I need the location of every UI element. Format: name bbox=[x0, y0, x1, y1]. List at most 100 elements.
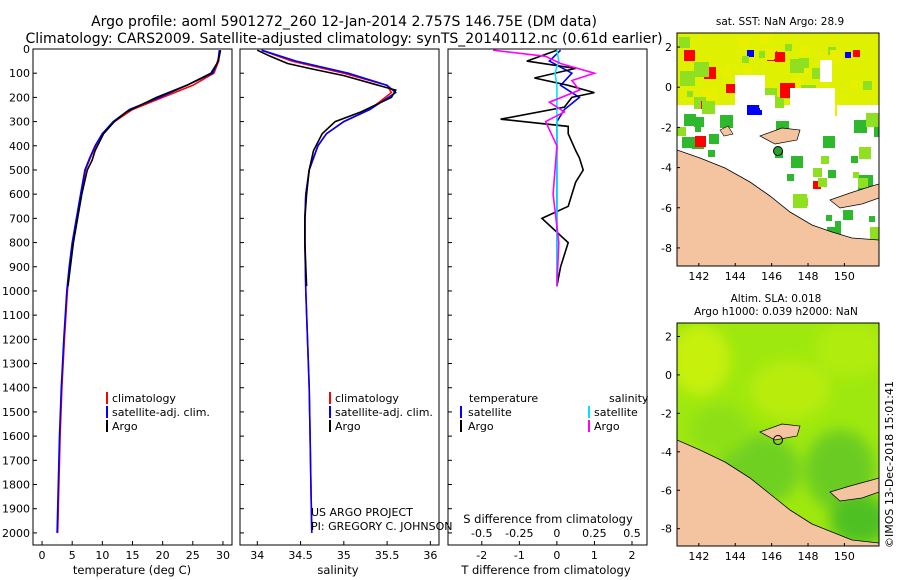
sst-pixel bbox=[708, 150, 715, 157]
sla-lat-label: -6 bbox=[661, 484, 672, 497]
sst-pixel bbox=[687, 91, 693, 97]
x-tick-label: 10 bbox=[95, 549, 109, 562]
sst-pixel bbox=[747, 50, 754, 57]
sst-pixel bbox=[787, 174, 794, 181]
legend-s-argo: Argo bbox=[594, 420, 620, 433]
sst-pixel bbox=[835, 221, 841, 227]
temperature-legend: climatology satellite-adj. clim. Argo bbox=[106, 392, 210, 433]
figure-title-line2: Climatology: CARS2009. Satellite-adjuste… bbox=[25, 31, 662, 47]
sst-pixel bbox=[821, 156, 829, 164]
sst-missing bbox=[820, 60, 832, 82]
sst-lon-label: 148 bbox=[798, 270, 819, 283]
depth-tick-label: 1900 bbox=[2, 503, 30, 516]
sst-pixel bbox=[695, 126, 701, 132]
sst-lon-label: 150 bbox=[834, 270, 855, 283]
legend-argo: Argo bbox=[335, 420, 361, 433]
sst-pixel bbox=[791, 156, 803, 168]
legend-t-satellite: satellite bbox=[468, 406, 512, 419]
x-tick-label: 0 bbox=[553, 549, 560, 562]
sla-lat-label: 2 bbox=[665, 330, 672, 343]
depth-tick-label: 2000 bbox=[2, 527, 30, 540]
sla-lon-label: 142 bbox=[688, 550, 709, 563]
legend-satellite: satellite-adj. clim. bbox=[112, 406, 210, 419]
x-tick-label: 2 bbox=[628, 549, 635, 562]
island bbox=[759, 423, 801, 441]
series-line-argo bbox=[256, 49, 397, 287]
sst-pixel bbox=[759, 34, 769, 44]
sst-pixel bbox=[854, 120, 867, 133]
sst-pixel bbox=[869, 216, 875, 222]
sst-pixel bbox=[813, 168, 822, 177]
depth-tick-label: 1300 bbox=[2, 358, 30, 371]
sst-pixel bbox=[853, 50, 860, 57]
sst-pixel bbox=[684, 114, 696, 126]
sla-lat-label: -2 bbox=[661, 407, 672, 420]
legend-s-satellite: satellite bbox=[594, 406, 638, 419]
sst-pixel bbox=[863, 81, 872, 90]
sst-pixel bbox=[680, 71, 695, 86]
sst-lat-label: 0 bbox=[665, 81, 672, 94]
salinity-axis-label: salinity bbox=[317, 563, 358, 577]
sst-pixel bbox=[823, 136, 835, 148]
sla-lon-label: 148 bbox=[798, 550, 819, 563]
sst-pixel bbox=[800, 46, 809, 55]
sst-pixel bbox=[694, 62, 709, 77]
sst-pixel bbox=[684, 50, 695, 61]
x-tick-label: -2 bbox=[476, 549, 487, 562]
t-diff-axis-label: T difference from climatology bbox=[460, 563, 631, 577]
sst-pixel bbox=[722, 69, 730, 77]
legend-satellite: satellite-adj. clim. bbox=[335, 406, 433, 419]
sst-pixel bbox=[858, 178, 868, 188]
depth-tick-label: 1400 bbox=[2, 382, 30, 395]
difference-legend: temperature salinity satellite Argo sate… bbox=[460, 392, 649, 433]
sst-pixel bbox=[759, 51, 766, 58]
land-mass bbox=[677, 439, 879, 546]
depth-tick-label: 0 bbox=[23, 43, 30, 56]
profile-curves bbox=[56, 49, 598, 533]
s-diff-tick-label: 0 bbox=[553, 527, 560, 540]
sla-lon-label: 144 bbox=[725, 550, 746, 563]
depth-tick-label: 300 bbox=[9, 116, 30, 129]
sst-pixel bbox=[828, 170, 836, 178]
sst-pixel bbox=[870, 227, 879, 240]
x-tick-label: 30 bbox=[216, 549, 230, 562]
sst-pixel bbox=[812, 68, 823, 79]
land-mass bbox=[677, 149, 879, 266]
x-tick-label: 36 bbox=[423, 549, 437, 562]
depth-axis: 0 100 200 300 400 500 600 700 800 900 1000 1100 1200… bbox=[2, 43, 452, 540]
s-diff-tick-label: 0.25 bbox=[582, 527, 607, 540]
x-tick-label: -1 bbox=[514, 549, 525, 562]
sst-pixel bbox=[773, 97, 784, 108]
depth-tick-label: 400 bbox=[9, 140, 30, 153]
depth-tick-label: 1200 bbox=[2, 333, 30, 346]
depth-tick-label: 1700 bbox=[2, 454, 30, 467]
map-axes: 142 144 146 148 150 142 144 146 148 150 2 2 0 0 -2 -2 -4… bbox=[661, 41, 855, 563]
s-diff-tick-label: -0.25 bbox=[505, 527, 533, 540]
s-diff-tick-label: 0.5 bbox=[623, 527, 641, 540]
land-mass bbox=[829, 477, 879, 502]
sst-pixel bbox=[702, 101, 715, 114]
figure-title-line1: Argo profile: aoml 5901272_260 12-Jan-20… bbox=[91, 14, 597, 30]
sst-pixel bbox=[694, 117, 704, 127]
temperature-axis-label: temperature (deg C) bbox=[73, 563, 191, 577]
series-line-argo bbox=[67, 50, 222, 287]
sla-map-title-line1: Altim. SLA: 0.018 bbox=[731, 293, 822, 305]
sst-pixel bbox=[742, 56, 749, 63]
legend-argo: Argo bbox=[112, 420, 138, 433]
sla-lon-label: 146 bbox=[761, 550, 782, 563]
sla-lon-label: 150 bbox=[834, 550, 855, 563]
sst-pixel bbox=[677, 127, 686, 136]
island bbox=[719, 125, 734, 137]
depth-tick-label: 1100 bbox=[2, 309, 30, 322]
sst-lon-label: 142 bbox=[688, 270, 709, 283]
temperature-panel bbox=[32, 48, 233, 546]
s-diff-tick-label: -0.5 bbox=[471, 527, 492, 540]
x-axes: 0 5 10 15 20 25 30 34 34.5 35 35.5 36 -2 -1 0 1 2 -0.5 -0.… bbox=[39, 527, 641, 562]
sst-pixel bbox=[765, 51, 774, 60]
sla-lat-label: 0 bbox=[665, 369, 672, 382]
x-tick-label: 35.5 bbox=[375, 549, 400, 562]
sst-pixel bbox=[679, 37, 690, 48]
series-line-salinity-argo bbox=[493, 49, 598, 287]
sst-pixel bbox=[845, 52, 851, 58]
